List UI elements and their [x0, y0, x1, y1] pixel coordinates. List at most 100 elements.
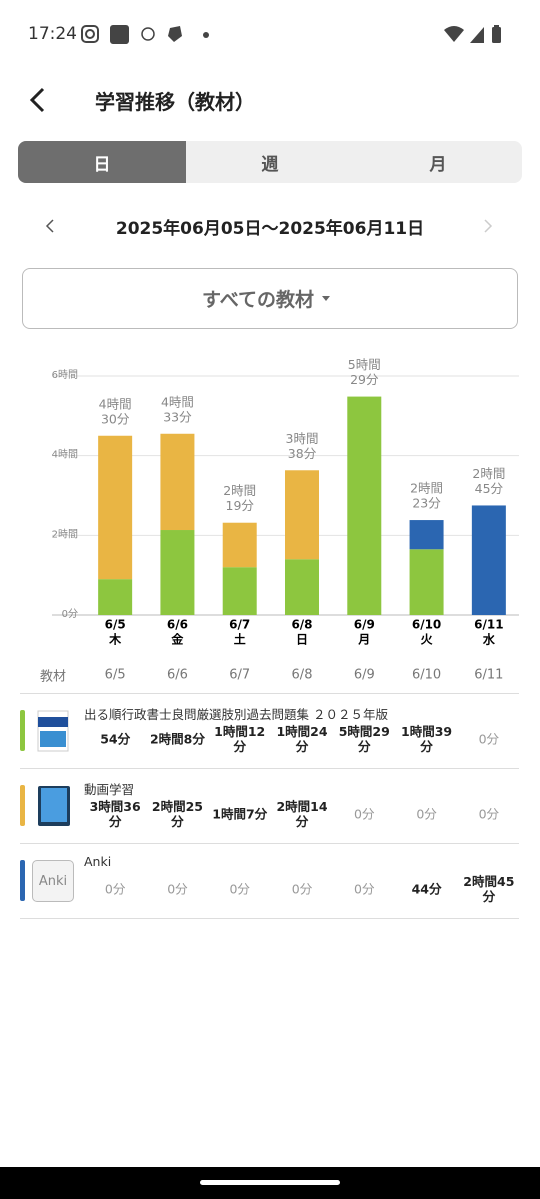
nav-bar — [0, 1167, 540, 1199]
row-cell: 54分 — [100, 731, 131, 747]
row-cell: 2時間14分 — [276, 799, 328, 829]
table: 教材 6/5 6/6 6/7 6/8 6/9 6/10 6/11 出る順行政書士良問厳選肢別過去… — [0, 655, 540, 925]
home-indicator[interactable] — [200, 1180, 340, 1185]
tab[interactable]: 月 — [429, 154, 447, 175]
bar-segment — [347, 396, 382, 615]
y-tick-label: 4時間 — [52, 449, 78, 461]
total-label: 29分 — [350, 372, 379, 387]
x-weekday-label: 火 — [421, 633, 433, 647]
x-tick-label: 6/9 — [354, 618, 375, 632]
cover-face — [41, 788, 67, 822]
row-color — [20, 785, 25, 826]
bar-segment — [160, 433, 195, 531]
column-header: 6/9 — [353, 667, 375, 683]
y-tick-label: 2時間 — [52, 528, 78, 540]
prev-button[interactable] — [42, 216, 60, 236]
row-color — [20, 860, 25, 901]
row-name: 出る順行政書士良問厳選肢別過去問題集 ２０２５年版 — [84, 707, 388, 722]
bar-segment — [409, 520, 444, 550]
y-tick-label: 6時間 — [52, 369, 78, 381]
bar-segment — [222, 522, 257, 568]
row-cell: 0分 — [354, 806, 375, 822]
total-label: 2時間 — [410, 481, 443, 496]
icon-image — [38, 786, 70, 826]
back-button[interactable] — [26, 86, 50, 114]
x-tick-label: 6/6 — [167, 618, 188, 632]
row-cell: 0分 — [416, 806, 437, 822]
bar-segment — [222, 567, 257, 615]
material-dropdown[interactable]: すべての教材 — [22, 268, 518, 329]
row-cell: 1時間7分 — [212, 806, 268, 822]
row-cell: 0分 — [229, 881, 250, 897]
total-label: 23分 — [412, 496, 441, 511]
total-label: 2時間 — [223, 483, 256, 498]
chart: 0分2時間4時間6時間4時間30分6/5木4時間33分6/6金2時間19分6/7… — [52, 357, 519, 647]
row-cell: 1時間39分 — [401, 724, 453, 754]
row-name: Anki — [84, 854, 112, 869]
row-divider — [20, 843, 519, 844]
column-header: 6/6 — [166, 667, 188, 683]
status-bar: 17:24 — [0, 0, 540, 68]
row-cell: 44分 — [411, 881, 442, 897]
row-cell: 5時間29分 — [338, 724, 390, 754]
bar-segment — [471, 505, 506, 615]
page-title: 学習推移（教材） — [95, 90, 255, 114]
icon-image — [37, 710, 69, 752]
bar-segment — [98, 435, 133, 580]
row-cell: 0分 — [167, 881, 188, 897]
total-label: 38分 — [288, 446, 317, 461]
row-cell: 1時間24分 — [276, 724, 328, 754]
column-header: 教材 — [39, 669, 67, 685]
total-label: 4時間 — [161, 394, 194, 409]
tab[interactable]: 週 — [261, 154, 279, 175]
bar-segment — [160, 530, 195, 615]
row-cell: 2時間8分 — [149, 731, 205, 747]
next-button[interactable] — [480, 216, 498, 236]
x-weekday-label: 金 — [171, 632, 184, 647]
bar-segment — [98, 579, 133, 615]
row-cell: 3時間36分 — [89, 799, 141, 829]
row-icon: Anki — [32, 859, 74, 903]
x-weekday-label: 木 — [108, 632, 122, 647]
row-icon — [32, 709, 74, 753]
total-label: 3時間 — [286, 431, 319, 446]
column-header: 6/11 — [474, 667, 504, 683]
x-tick-label: 6/5 — [105, 618, 126, 632]
date-range: 2025年06月05日〜2025年06月11日 — [115, 219, 425, 239]
x-tick-label: 6/11 — [474, 618, 503, 632]
row-divider — [20, 768, 519, 769]
column-header: 6/7 — [229, 667, 251, 683]
total-label: 33分 — [163, 409, 192, 424]
x-tick-label: 6/8 — [291, 618, 312, 632]
cover-band — [38, 717, 68, 727]
system-icons — [444, 25, 501, 43]
dropdown-label: すべての教材 — [202, 289, 314, 311]
row-icon — [32, 784, 74, 828]
total-label: 4時間 — [99, 396, 132, 411]
row-divider — [20, 693, 519, 694]
row-cell: 2時間45分 — [463, 874, 515, 904]
tab[interactable]: 日 — [18, 141, 186, 183]
x-weekday-label: 月 — [357, 633, 370, 647]
row-divider — [20, 918, 519, 919]
bar-segment — [285, 470, 319, 560]
cover-band — [40, 731, 66, 747]
row-cell: 0分 — [104, 881, 126, 897]
x-tick-label: 6/7 — [229, 618, 250, 632]
total-label: 2時間 — [472, 466, 505, 481]
bar-segment — [409, 549, 444, 615]
x-weekday-label: 日 — [296, 633, 308, 647]
row-cell: 1時間12分 — [214, 724, 266, 754]
dropdown-arrow — [321, 295, 330, 301]
row-cell: 2時間25分 — [151, 799, 203, 829]
icon-text: Anki — [32, 860, 74, 902]
x-weekday-label: 土 — [234, 632, 246, 647]
x-tick-label: 6/10 — [412, 618, 441, 632]
row-color — [20, 710, 25, 751]
bar-segment — [285, 559, 319, 615]
column-header: 6/8 — [291, 667, 313, 683]
column-header: 6/10 — [411, 667, 442, 683]
row-cell: 0分 — [354, 881, 375, 897]
y-tick-label: 0分 — [62, 608, 78, 620]
